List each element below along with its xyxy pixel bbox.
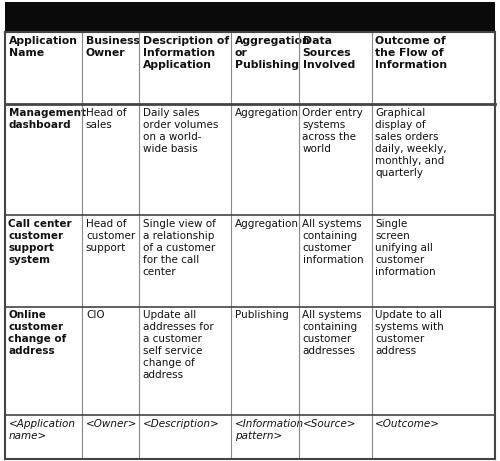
Text: Outcome of
the Flow of
Information: Outcome of the Flow of Information xyxy=(375,36,447,70)
Text: <Owner>: <Owner> xyxy=(86,419,138,429)
Text: <Description>: <Description> xyxy=(143,419,220,429)
Text: All systems
containing
customer
addresses: All systems containing customer addresse… xyxy=(302,310,362,356)
Text: Head of
sales: Head of sales xyxy=(86,108,126,130)
Text: CIO: CIO xyxy=(86,310,104,320)
Text: Head of
customer
support: Head of customer support xyxy=(86,219,135,253)
Text: <Application
name>: <Application name> xyxy=(8,419,76,441)
Text: Aggregation: Aggregation xyxy=(235,219,299,229)
Text: <Outcome>: <Outcome> xyxy=(375,419,440,429)
Text: Aggregation
or
Publishing: Aggregation or Publishing xyxy=(235,36,310,70)
Text: Single
screen
unifying all
customer
information: Single screen unifying all customer info… xyxy=(375,219,436,277)
Text: Aggregation: Aggregation xyxy=(235,108,299,118)
Text: Graphical
display of
sales orders
daily, weekly,
monthly, and
quarterly: Graphical display of sales orders daily,… xyxy=(375,108,446,178)
Bar xyxy=(5,307,495,415)
Text: Single view of
a relationship
of a customer
for the call
center: Single view of a relationship of a custo… xyxy=(143,219,216,277)
Text: Online
customer
change of
address: Online customer change of address xyxy=(8,310,67,356)
Bar xyxy=(5,215,495,307)
Text: <Source>: <Source> xyxy=(302,419,356,429)
Text: Daily sales
order volumes
on a world-
wide basis: Daily sales order volumes on a world- wi… xyxy=(143,108,218,154)
Bar xyxy=(5,32,495,104)
Text: Management
dashboard: Management dashboard xyxy=(8,108,86,130)
Text: All systems
containing
customer
information: All systems containing customer informat… xyxy=(302,219,363,265)
Text: Data
Sources
Involved: Data Sources Involved xyxy=(302,36,355,70)
Text: Update to all
systems with
customer
address: Update to all systems with customer addr… xyxy=(375,310,444,356)
Text: Description of
Information
Application: Description of Information Application xyxy=(143,36,229,70)
Bar xyxy=(5,2,495,32)
Text: Publishing: Publishing xyxy=(235,310,288,320)
Bar xyxy=(5,104,495,215)
Text: Order entry
systems
across the
world: Order entry systems across the world xyxy=(302,108,363,154)
Text: Business
Owner: Business Owner xyxy=(86,36,140,58)
Text: <Information
pattern>: <Information pattern> xyxy=(235,419,304,441)
Text: Application
Name: Application Name xyxy=(8,36,78,58)
Bar xyxy=(5,415,495,459)
Text: Update all
addresses for
a customer
self service
change of
address: Update all addresses for a customer self… xyxy=(143,310,214,380)
Text: Call center
customer
support
system: Call center customer support system xyxy=(8,219,72,265)
